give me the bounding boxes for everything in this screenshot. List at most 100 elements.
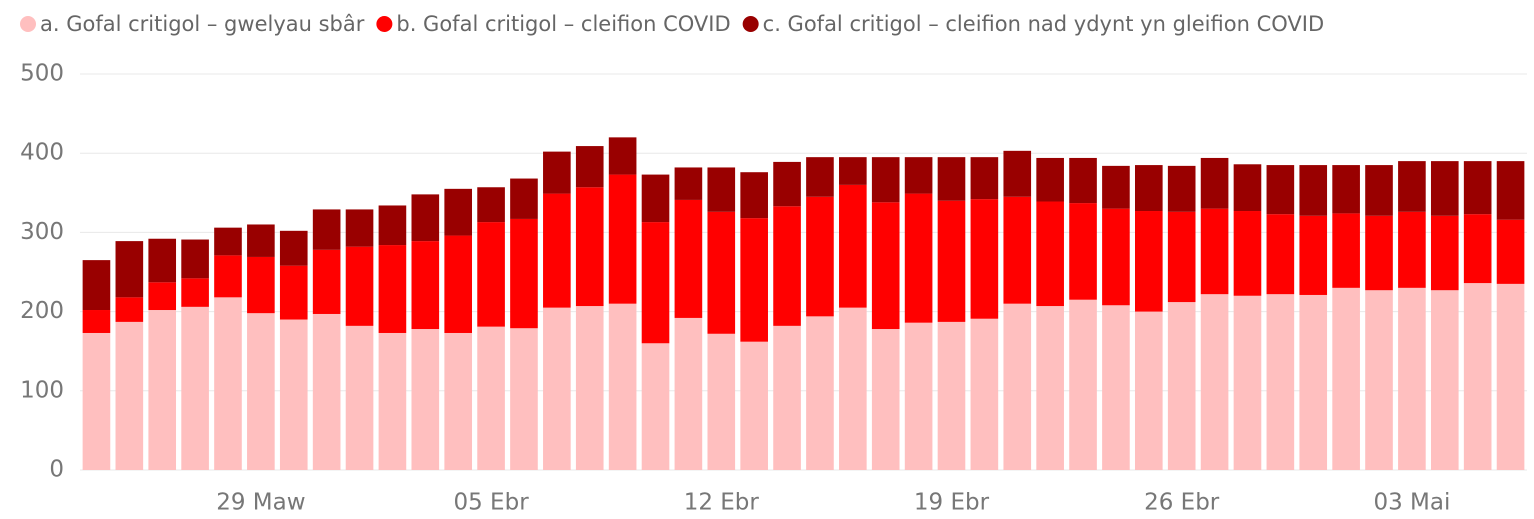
bar-segment xyxy=(115,321,144,470)
y-tick-label: 100 xyxy=(20,377,64,403)
bar-segment xyxy=(937,157,966,201)
bar-segment xyxy=(444,235,473,333)
bar-segment xyxy=(1003,303,1032,470)
bar-segment xyxy=(1266,214,1295,295)
legend-label: a. Gofal critigol – gwelyau sbâr xyxy=(40,12,365,36)
x-tick-label: 29 Maw xyxy=(216,490,305,516)
bar-segment xyxy=(608,174,637,304)
bar-segment xyxy=(411,329,440,470)
bar-segment xyxy=(608,303,637,470)
legend-label: b. Gofal critigol – cleifion COVID xyxy=(396,12,730,36)
bar-segment xyxy=(1430,161,1459,216)
bar-segment xyxy=(1463,214,1492,284)
bar-segment xyxy=(477,222,505,327)
bar-segment xyxy=(82,332,111,470)
bar-segment xyxy=(444,188,473,236)
bar-segment xyxy=(510,328,538,470)
bar-segment xyxy=(378,205,407,246)
bar-segment xyxy=(608,137,637,175)
x-tick-label: 03 Mai xyxy=(1373,490,1450,516)
bar-segment xyxy=(247,313,275,470)
bar-segment xyxy=(279,265,308,320)
bar-segment xyxy=(543,193,571,308)
bar-segment xyxy=(181,239,209,279)
bar-segment xyxy=(345,246,374,326)
bar-segment xyxy=(1134,311,1163,470)
bar-segment xyxy=(1332,213,1360,288)
bar-segment xyxy=(674,317,703,470)
bar-segment xyxy=(806,316,834,470)
bar-segment xyxy=(740,172,768,219)
bar-segment xyxy=(378,332,407,470)
bar-segment xyxy=(1003,196,1032,304)
bar-segment xyxy=(279,230,308,266)
bar-segment xyxy=(1299,294,1328,470)
bar-segment xyxy=(904,193,933,323)
bar-segment xyxy=(345,325,374,470)
bar-segment xyxy=(1365,215,1393,291)
bar-segment xyxy=(970,199,999,319)
bar-segment xyxy=(1299,165,1328,216)
legend-marker xyxy=(376,16,393,32)
bar-segment xyxy=(575,187,604,307)
x-tick-label: 05 Ebr xyxy=(453,490,529,516)
bar-segment xyxy=(543,151,571,194)
y-tick-label: 500 xyxy=(20,61,64,87)
y-tick-label: 0 xyxy=(49,457,64,483)
bar-segment xyxy=(1134,165,1163,212)
bar-segment xyxy=(1365,165,1393,216)
bar-segment xyxy=(1496,283,1525,470)
bar-segment xyxy=(1003,150,1032,197)
bar-segment xyxy=(378,245,407,333)
bar-segment xyxy=(871,329,900,470)
bar-segment xyxy=(214,227,242,256)
bar-segment xyxy=(1266,294,1295,470)
bar-segment xyxy=(773,325,801,470)
bar-segment xyxy=(510,178,538,219)
bar-segment xyxy=(1398,287,1426,470)
bar-segment xyxy=(773,206,801,326)
bar-segment xyxy=(1496,219,1525,284)
bar-segment xyxy=(312,249,341,314)
bar-segment xyxy=(806,157,834,197)
bar-segment xyxy=(1398,161,1426,212)
bar-segment xyxy=(641,343,670,470)
bar-segment xyxy=(1102,305,1130,470)
bar-segment xyxy=(82,310,111,333)
bar-segment xyxy=(904,157,933,194)
legend-marker xyxy=(742,16,759,32)
bar-segment xyxy=(1365,290,1393,470)
bar-segment xyxy=(1134,211,1163,312)
bar-segment xyxy=(575,146,604,188)
bar-segment xyxy=(1069,299,1097,470)
bar-segment xyxy=(214,297,242,470)
bar-segment xyxy=(1036,306,1064,470)
bar-segment xyxy=(1463,161,1492,215)
bar-segment xyxy=(214,255,242,298)
bar-segment xyxy=(970,157,999,200)
bar-segment xyxy=(937,321,966,470)
bar-segment xyxy=(543,307,571,470)
bar-segment xyxy=(115,297,144,322)
bar-segment xyxy=(477,326,505,470)
bar-segment xyxy=(871,157,900,203)
bar-segment xyxy=(806,196,834,317)
x-tick-label: 19 Ebr xyxy=(914,490,990,516)
bar-segment xyxy=(1200,294,1229,470)
bar-segment xyxy=(904,322,933,470)
bar-segment xyxy=(740,341,768,470)
bar-segment xyxy=(1496,161,1525,220)
bar-segment xyxy=(1102,165,1130,209)
bar-segment xyxy=(1200,208,1229,295)
bar-segment xyxy=(247,256,275,314)
bar-segment xyxy=(1332,287,1360,470)
bar-segment xyxy=(839,184,867,308)
bar-segment xyxy=(1167,211,1196,303)
bar-segment xyxy=(1069,203,1097,300)
bar-segment xyxy=(181,306,209,470)
bar-segment xyxy=(1233,211,1262,296)
bar-segment xyxy=(444,332,473,470)
bar-segment xyxy=(1398,211,1426,288)
bar-segment xyxy=(970,318,999,470)
